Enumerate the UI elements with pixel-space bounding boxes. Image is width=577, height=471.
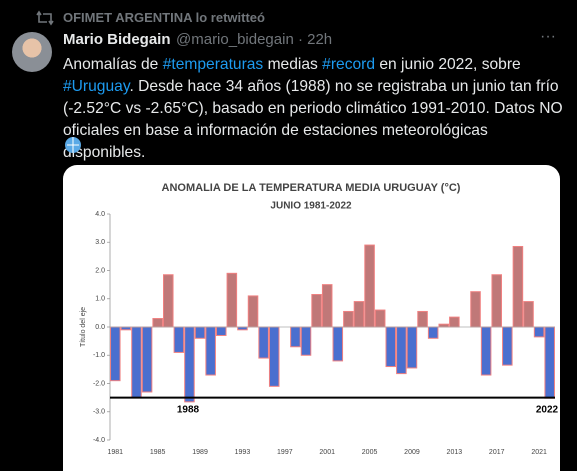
x-tick-label: 2001	[319, 449, 335, 456]
x-tick-label: 1981	[108, 449, 124, 456]
x-tick-label: 2013	[447, 449, 463, 456]
bar	[290, 326, 301, 348]
bar	[491, 274, 502, 328]
text-segment: en junio 2022, sobre	[375, 56, 521, 73]
bar	[533, 326, 545, 338]
text-segment: medias	[263, 56, 323, 73]
x-tick-label: 2017	[489, 449, 505, 456]
bar	[226, 272, 238, 328]
y-tick-label: 3.0	[95, 239, 105, 246]
text-segment: Anomalías de	[63, 56, 163, 73]
y-tick-label: 4.0	[95, 211, 105, 218]
bar	[427, 326, 439, 339]
bar	[523, 301, 534, 328]
author-name[interactable]: Mario Bidegain	[63, 31, 171, 48]
y-tick-label: -4.0	[93, 437, 105, 444]
y-tick-label: -3.0	[93, 409, 105, 416]
bar	[268, 326, 280, 387]
x-tick-label: 2005	[362, 449, 378, 456]
x-tick-label: 1989	[192, 449, 208, 456]
bar	[364, 244, 375, 328]
bar	[480, 326, 492, 376]
bar	[184, 326, 195, 403]
y-tick-label: 2.0	[95, 267, 105, 274]
bar	[300, 326, 312, 356]
bar	[544, 326, 555, 399]
y-tick-label: -2.0	[93, 380, 105, 387]
bar	[194, 326, 206, 339]
bar	[205, 326, 216, 376]
x-tick-label: 1997	[277, 449, 293, 456]
retweet-icon	[36, 10, 54, 26]
bar	[152, 318, 163, 328]
bar	[385, 326, 397, 368]
hashtag[interactable]: #Uruguay	[63, 78, 130, 95]
x-tick-label: 2009	[404, 449, 420, 456]
bar	[311, 294, 322, 328]
bar	[173, 326, 185, 353]
bar	[258, 326, 269, 359]
annotation: 2022	[536, 404, 559, 415]
tweet-text: Anomalías de #temperaturas medias #recor…	[63, 54, 563, 164]
bar	[131, 326, 142, 399]
bar	[237, 326, 248, 331]
bar	[353, 301, 365, 328]
retweeted-by[interactable]: OFIMET ARGENTINA lo retwitteó	[63, 10, 265, 25]
y-tick-label: 0.0	[95, 324, 105, 331]
y-tick-label: -1.0	[93, 352, 105, 359]
bar	[470, 291, 481, 328]
author-meta[interactable]: @mario_bidegain · 22h	[176, 31, 333, 48]
bar	[163, 274, 174, 328]
chart-title: ANOMALIA DE LA TEMPERATURA MEDIA URUGUAY…	[162, 182, 461, 194]
y-tick-label: 1.0	[95, 296, 105, 303]
hashtag[interactable]: #temperaturas	[162, 56, 264, 73]
bar	[406, 326, 418, 369]
bar	[332, 326, 344, 362]
bar	[512, 245, 524, 328]
bar	[215, 326, 227, 336]
bar	[321, 284, 333, 328]
bar	[110, 326, 121, 382]
avatar[interactable]	[12, 32, 52, 72]
bar	[141, 326, 153, 393]
text-segment: . Desde hace 34 años (1988) no se regist…	[63, 78, 563, 161]
bar	[502, 326, 513, 366]
y-axis-label: Título del eje	[80, 307, 87, 347]
x-tick-label: 1993	[235, 449, 251, 456]
chart: ANOMALIA DE LA TEMPERATURA MEDIA URUGUAY…	[80, 182, 559, 456]
hashtag[interactable]: #record	[322, 56, 376, 73]
bar	[449, 316, 460, 328]
x-tick-label: 2021	[531, 449, 547, 456]
media-card[interactable]: ANOMALIA DE LA TEMPERATURA MEDIA URUGUAY…	[63, 165, 560, 471]
x-tick-label: 1985	[150, 449, 166, 456]
bar	[417, 310, 428, 328]
bar	[247, 295, 259, 328]
bar	[374, 309, 386, 328]
bar	[343, 310, 354, 328]
annotation: 1988	[177, 404, 200, 415]
more-button[interactable]: ···	[540, 28, 556, 45]
chart-subtitle: JUNIO 1981-2022	[270, 201, 352, 212]
bar	[438, 323, 450, 328]
bar	[120, 326, 132, 331]
bar	[396, 326, 407, 375]
emoji	[65, 137, 81, 153]
